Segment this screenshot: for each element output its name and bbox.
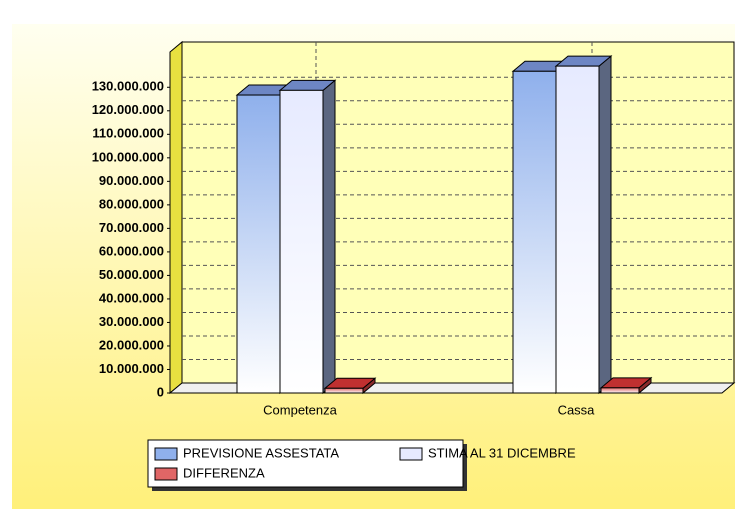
y-tick-label: 0 [157,384,164,399]
bar [279,89,324,394]
bar [555,65,600,394]
legend-label: PREVISIONE ASSESTATA [183,445,339,460]
y-tick-label: 30.000.000 [99,314,164,329]
bar [512,70,557,394]
y-tick-label: 40.000.000 [99,290,164,305]
y-tick-label: 130.000.000 [92,79,164,94]
legend-swatch [154,447,178,461]
left-wall [169,40,183,395]
x-tick-label: Competenza [263,402,337,417]
y-tick-label: 80.000.000 [99,196,164,211]
y-tick-label: 90.000.000 [99,173,164,188]
bar-side [598,55,612,395]
legend-swatch [154,467,178,481]
legend-label: DIFFERENZA [183,465,265,480]
bar [600,387,640,394]
y-tick-label: 70.000.000 [99,220,164,235]
x-tick-label: Cassa [558,402,596,417]
y-tick-label: 110.000.000 [92,126,164,141]
legend-swatch [399,447,423,461]
y-tick-label: 20.000.000 [99,337,164,352]
y-tick-label: 50.000.000 [99,267,164,282]
bar [236,94,281,394]
y-tick-label: 100.000.000 [92,149,164,164]
y-tick-label: 10.000.000 [99,361,164,376]
legend-label: STIMA AL 31 DICEMBRE [428,445,576,460]
y-tick-label: 60.000.000 [99,243,164,258]
bar-side [322,79,336,395]
bar [324,387,364,394]
y-tick-label: 120.000.000 [92,102,164,117]
